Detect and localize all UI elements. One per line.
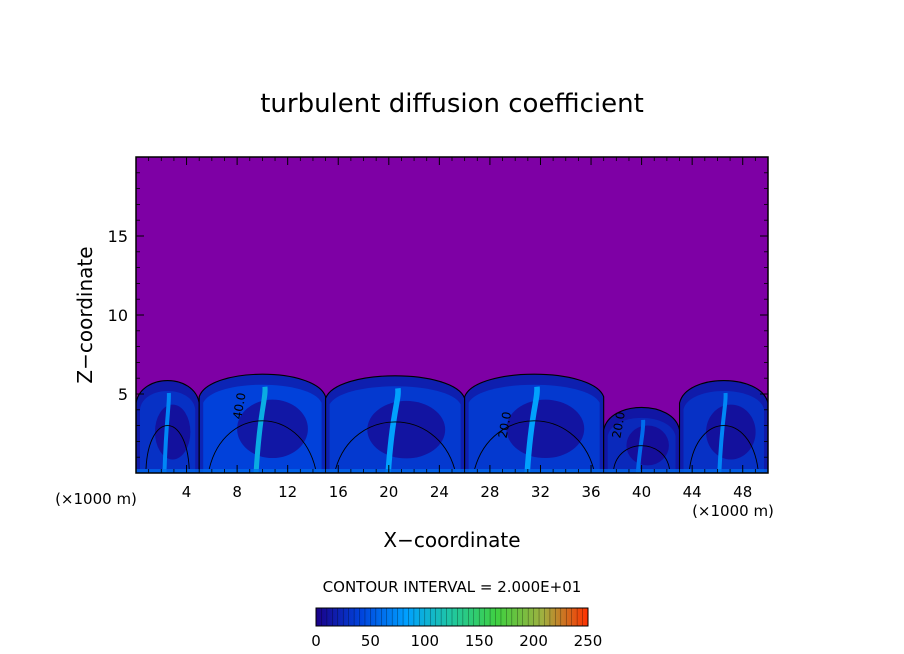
x-tick-label-11: 48 — [733, 483, 752, 501]
cell-inner-contour-4 — [613, 445, 670, 470]
chart-title: turbulent diffusion coefficient — [260, 89, 644, 119]
y-axis-label: Z−coordinate — [73, 246, 97, 383]
colorbar-tick-label-1: 50 — [361, 632, 380, 650]
y-tick-label-0: 5 — [118, 385, 128, 404]
x-tick-label-3: 16 — [329, 483, 348, 501]
cell-contour-1 — [198, 373, 327, 473]
x-tick-label-6: 28 — [480, 483, 499, 501]
plot-area — [136, 157, 768, 473]
x-tick-label-2: 12 — [278, 483, 297, 501]
cell-eddy-5 — [706, 404, 756, 460]
cell-eddy-4 — [626, 425, 669, 466]
cell-eddy-0 — [154, 404, 191, 460]
colorbar-stripes — [321, 608, 583, 626]
cell-eddy-1 — [237, 399, 308, 459]
x-unit-left: (×1000 m) — [55, 490, 137, 508]
colorbar-frame — [315, 607, 589, 627]
colorbar: 0 50 100 150 200 250 — [311, 607, 602, 650]
y-tick-label-1: 10 — [108, 306, 128, 325]
colorbar-tick-label-4: 200 — [519, 632, 548, 650]
x-axis-label: X−coordinate — [383, 528, 520, 552]
cell-contour-2 — [325, 375, 466, 473]
cell-updraft-5 — [717, 392, 728, 473]
x-tick-label-9: 40 — [632, 483, 651, 501]
x-axis: 4 8 12 16 20 24 28 32 36 40 44 48 — [148, 157, 756, 501]
cell-inner-contour-2 — [335, 421, 456, 470]
cell-updraft-4 — [635, 419, 646, 473]
y-axis: 5 10 15 — [108, 172, 768, 458]
contour-label-0: 40.0 — [230, 392, 248, 421]
colorbar-tick-label-0: 0 — [311, 632, 321, 650]
x-tick-label-10: 44 — [683, 483, 702, 501]
colorbar-tick-label-2: 100 — [410, 632, 439, 650]
x-tick-label-1: 8 — [232, 483, 242, 501]
colorbar-tick-label-3: 150 — [465, 632, 494, 650]
colorbar-tick-label-5: 250 — [574, 632, 603, 650]
cell-inner-contour-0 — [145, 425, 190, 470]
cell-inner-contour-3 — [474, 420, 595, 470]
cell-updraft-0 — [162, 392, 171, 473]
cell-inner-contour-5 — [689, 425, 759, 470]
cell-eddy-3 — [506, 399, 585, 459]
x-tick-label-0: 4 — [182, 483, 192, 501]
colorbar-ticks: 0 50 100 150 200 250 — [311, 632, 602, 650]
y-tick-label-2: 15 — [108, 227, 128, 246]
contour-interval-text: CONTOUR INTERVAL = 2.000E+01 — [323, 578, 582, 596]
cell-updraft-2 — [385, 387, 401, 473]
x-tick-label-7: 32 — [531, 483, 550, 501]
x-tick-label-5: 24 — [430, 483, 449, 501]
cell-inner-contour-1 — [208, 420, 317, 470]
contour-label-1: 20.0 — [496, 411, 514, 440]
cell-updraft-3 — [524, 386, 540, 473]
x-tick-label-8: 36 — [581, 483, 600, 501]
turbulence-layer — [136, 373, 768, 473]
cell-eddy-2 — [367, 400, 446, 459]
x-unit-right: (×1000 m) — [692, 502, 774, 520]
contour-labels: 40.0 20.0 20.0 — [230, 392, 628, 440]
contour-label-2: 20.0 — [609, 411, 627, 440]
cell-contour-3 — [464, 373, 605, 473]
cell-updraft-1 — [253, 386, 268, 473]
x-tick-label-4: 20 — [379, 483, 398, 501]
